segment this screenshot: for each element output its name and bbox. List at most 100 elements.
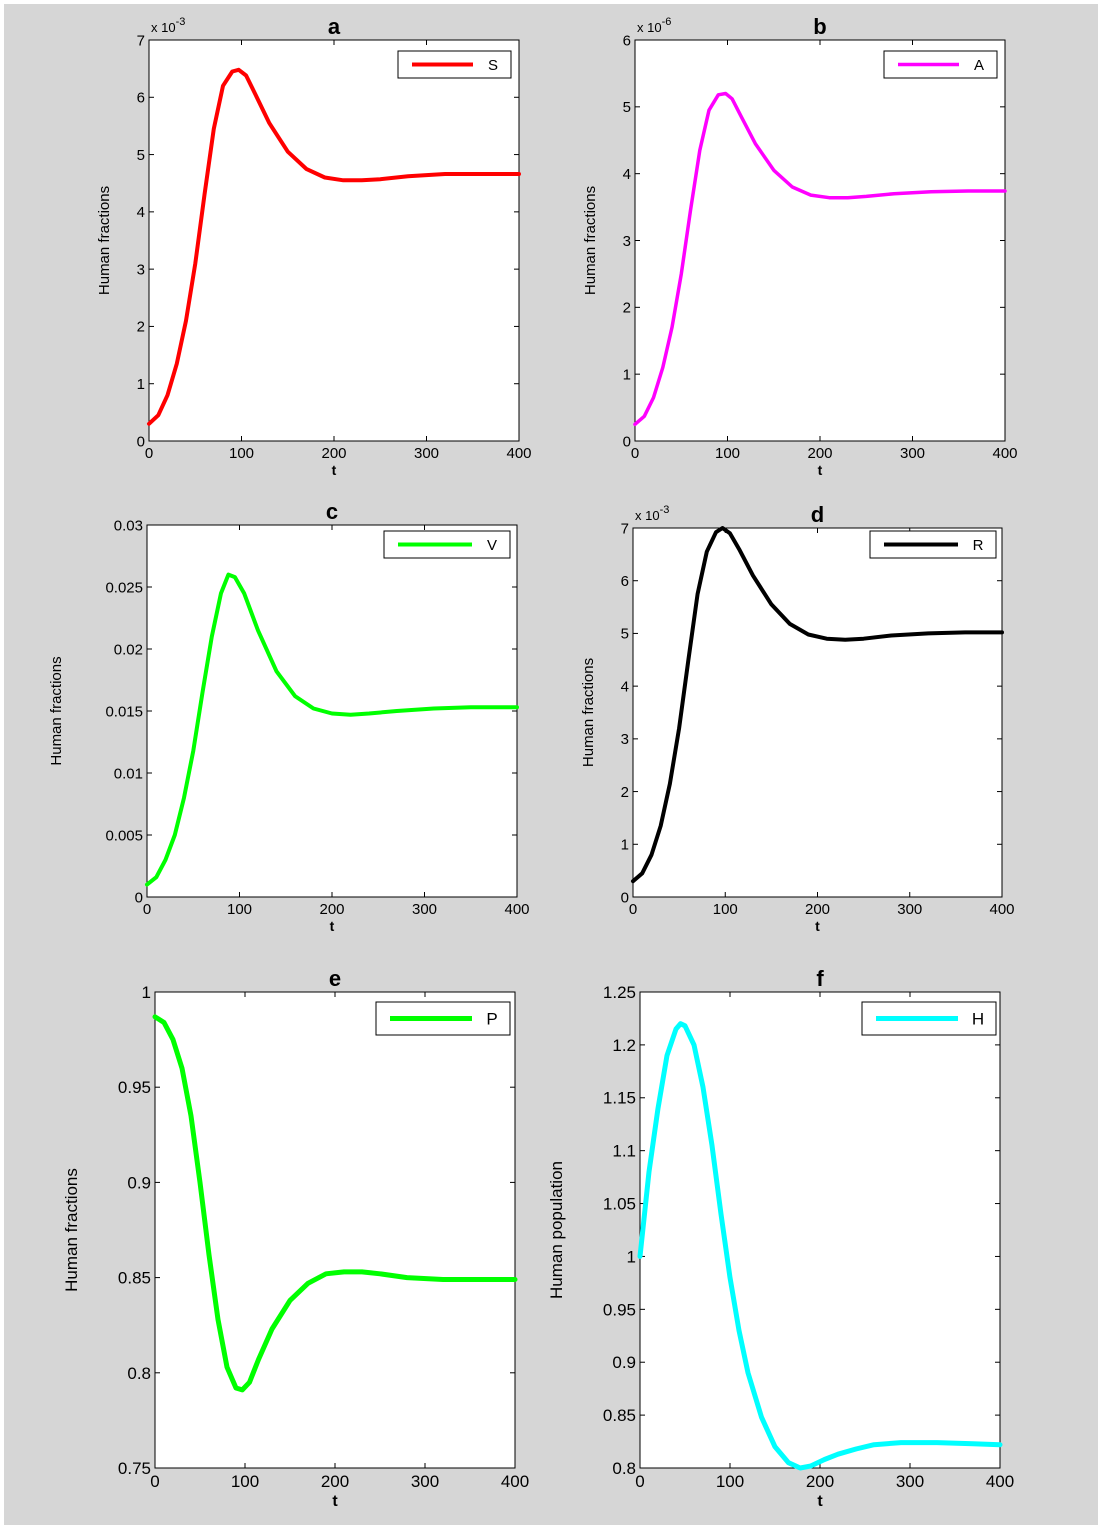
y-tick-label: 1.2 xyxy=(612,1036,636,1055)
y-axis-label: Human fractions xyxy=(48,656,65,765)
y-tick-label: 4 xyxy=(621,678,629,695)
y-tick-label: 0 xyxy=(135,889,143,906)
x-tick-label: 0 xyxy=(629,901,637,918)
panel-label: e xyxy=(329,966,341,991)
plot-area xyxy=(632,527,1003,898)
y-tick-label: 4 xyxy=(623,166,631,183)
x-tick-label: 400 xyxy=(501,1472,529,1491)
x-tick-label: 400 xyxy=(989,901,1014,918)
x-tick-label: 200 xyxy=(319,901,344,918)
panel-label: b xyxy=(813,14,826,39)
y-tick-label: 6 xyxy=(621,573,629,590)
y-axis-label: Human population xyxy=(547,1161,566,1299)
x-tick-label: 300 xyxy=(414,445,439,462)
x-tick-label: 400 xyxy=(986,1472,1014,1491)
y-tick-label: 0.02 xyxy=(114,641,143,658)
y-tick-label: 6 xyxy=(137,90,145,107)
axis-exponent-power: -6 xyxy=(662,16,672,28)
y-tick-label: 0 xyxy=(137,433,145,450)
y-tick-label: 1 xyxy=(137,376,145,393)
x-axis-label: t xyxy=(815,918,820,934)
x-tick-label: 0 xyxy=(145,445,153,462)
x-axis-label: t xyxy=(332,1493,338,1510)
legend: H xyxy=(861,1001,997,1036)
y-tick-label: 5 xyxy=(623,99,631,116)
legend-label: P xyxy=(486,1009,497,1028)
plot-area xyxy=(146,524,518,898)
series-line-A xyxy=(633,91,1007,427)
y-axis-label: Human fractions xyxy=(96,186,113,295)
legend: R xyxy=(869,530,997,559)
x-tick-label: 300 xyxy=(897,901,922,918)
x-axis-label: t xyxy=(332,462,337,478)
y-tick-label: 0.85 xyxy=(603,1406,636,1425)
x-tick-label: 100 xyxy=(716,1472,744,1491)
y-tick-label: 1.15 xyxy=(603,1089,636,1108)
y-tick-label: 1.05 xyxy=(603,1195,636,1214)
x-tick-label: 200 xyxy=(321,1472,349,1491)
x-tick-label: 300 xyxy=(900,445,925,462)
x-axis-label: t xyxy=(817,1493,823,1510)
y-tick-label: 0.95 xyxy=(603,1300,636,1319)
x-tick-label: 200 xyxy=(321,445,346,462)
x-tick-label: 100 xyxy=(229,445,254,462)
legend-label: V xyxy=(487,537,497,554)
x-tick-label: 300 xyxy=(412,901,437,918)
x-axis-label: t xyxy=(818,462,823,478)
y-tick-label: 0.03 xyxy=(114,517,143,534)
x-tick-label: 100 xyxy=(227,901,252,918)
legend-label: H xyxy=(972,1009,984,1028)
x-tick-label: 400 xyxy=(504,901,529,918)
subplot-f: 0 100 200 300 400 0.8 0.85 0.9 0.95 1 1.05 1.1 1.15 1… xyxy=(547,966,1014,1510)
y-tick-label: 1 xyxy=(623,366,631,383)
x-tick-label: 0 xyxy=(150,1472,159,1491)
legend-label: S xyxy=(488,57,498,74)
y-tick-label: 1 xyxy=(627,1247,636,1266)
x-tick-label: 300 xyxy=(411,1472,439,1491)
x-tick-label: 0 xyxy=(143,901,151,918)
series-line-H xyxy=(637,1021,1003,1471)
legend: V xyxy=(383,530,511,559)
y-tick-label: 0.9 xyxy=(612,1353,636,1372)
y-tick-label: 0.8 xyxy=(127,1364,151,1383)
y-tick-label: 0 xyxy=(623,433,631,450)
panel-label: f xyxy=(816,966,824,991)
x-tick-label: 0 xyxy=(635,1472,644,1491)
series-line-P xyxy=(152,1014,518,1393)
plot-area xyxy=(148,39,520,442)
y-tick-label: 7 xyxy=(621,520,629,537)
y-tick-label: 0.75 xyxy=(118,1459,151,1478)
axis-exponent: x 10-3 xyxy=(635,504,669,523)
y-tick-label: 0.025 xyxy=(105,579,143,596)
x-tick-label: 100 xyxy=(231,1472,259,1491)
y-tick-label: 1.1 xyxy=(612,1142,636,1161)
y-tick-label: 5 xyxy=(621,626,629,643)
plot-area xyxy=(634,39,1006,442)
x-tick-label: 400 xyxy=(992,445,1017,462)
x-tick-label: 200 xyxy=(805,901,830,918)
y-tick-label: 0.01 xyxy=(114,765,143,782)
y-tick-label: 1.25 xyxy=(603,983,636,1002)
axis-exponent: x 10-6 xyxy=(637,16,671,35)
x-tick-label: 100 xyxy=(715,445,740,462)
y-tick-label: 1 xyxy=(142,983,151,1002)
y-tick-label: 3 xyxy=(137,261,145,278)
subplot-e: 0 100 200 300 400 0.75 0.8 0.85 0.9 0.95 1 e t Human … xyxy=(62,966,529,1510)
y-tick-label: 0.95 xyxy=(118,1078,151,1097)
subplot-b: 0 100 200 300 400 0 1 2 3 4 5 6 x 10-6 b t Human fracti… xyxy=(582,14,1018,478)
y-tick-label: 5 xyxy=(137,147,145,164)
y-axis-label: Human fractions xyxy=(580,658,597,767)
panel-label: d xyxy=(811,502,824,527)
panel-label: c xyxy=(326,499,338,524)
y-tick-label: 2 xyxy=(623,300,631,317)
y-axis-label: Human fractions xyxy=(582,186,599,295)
y-tick-label: 0.015 xyxy=(105,703,143,720)
y-tick-label: 4 xyxy=(137,204,145,221)
axis-exponent-power: -3 xyxy=(176,16,186,28)
legend-label: R xyxy=(973,537,984,554)
x-tick-label: 200 xyxy=(807,445,832,462)
y-tick-label: 0 xyxy=(621,889,629,906)
subplot-a: 0 100 200 300 400 0 1 2 3 4 5 6 7 x 10-3 a t Human fract… xyxy=(96,14,532,478)
x-tick-label: 400 xyxy=(506,445,531,462)
